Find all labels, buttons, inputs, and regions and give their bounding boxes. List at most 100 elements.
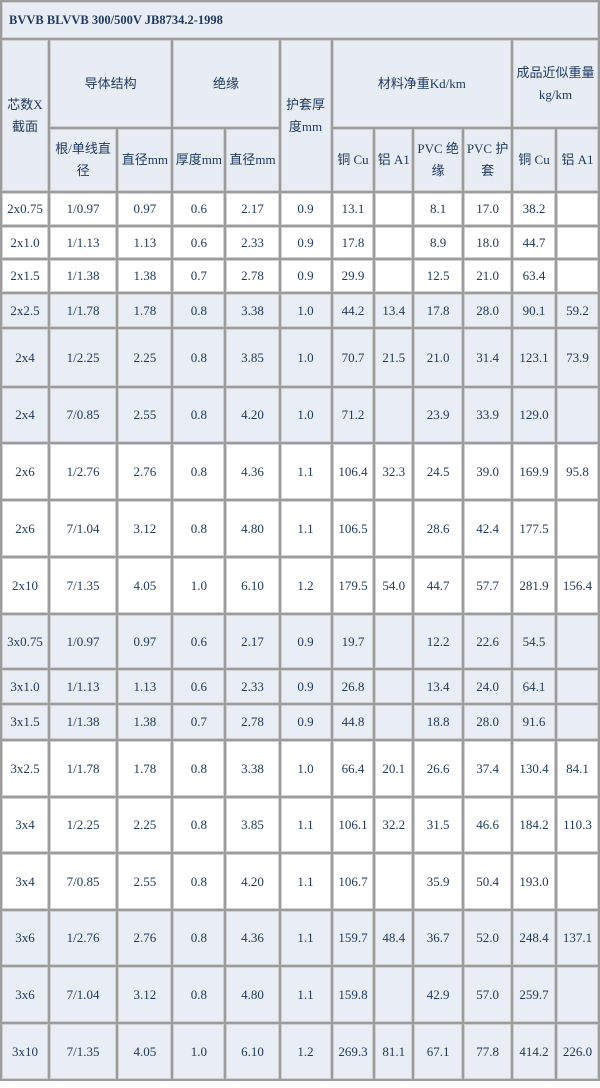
header-row-2: 根/单线直径 直径mm 厚度mm 直径mm 铜 Cu 铝 A1 PVC 绝缘 P… — [2, 129, 598, 191]
table-cell: 2x4 — [2, 388, 48, 442]
table-cell: 17.8 — [332, 227, 374, 258]
table-cell: 3x4 — [2, 798, 48, 852]
table-cell: 156.4 — [556, 558, 598, 613]
table-cell: 0.9 — [280, 193, 331, 225]
table-cell: 21.0 — [414, 329, 463, 386]
table-cell: 37.4 — [464, 741, 512, 796]
table-cell: 26.6 — [414, 741, 463, 796]
table-cell: 28.6 — [414, 501, 463, 556]
table-cell: 67.1 — [414, 1024, 463, 1079]
table-cell: 281.9 — [513, 558, 555, 613]
header-sheath: 护套厚度mm — [280, 40, 331, 191]
table-cell: 1.1 — [280, 854, 331, 909]
table-cell: 7/0.85 — [49, 388, 117, 442]
table-cell: 2.17 — [226, 193, 279, 225]
table-cell: 106.1 — [332, 798, 374, 852]
table-cell: 1.13 — [118, 670, 172, 703]
table-cell: 1.38 — [118, 260, 172, 292]
table-cell: 73.9 — [556, 329, 598, 386]
table-cell: 20.1 — [375, 741, 413, 796]
table-cell: 36.7 — [414, 911, 463, 965]
table-cell: 21.5 — [375, 329, 413, 386]
table-cell: 48.4 — [375, 911, 413, 965]
table-row: 2x4 1/2.25 2.25 0.8 3.85 1.0 70.7 21.5 21.0 31.4 1… — [2, 329, 598, 386]
table-cell: 1.78 — [118, 741, 172, 796]
table-cell: 106.4 — [332, 444, 374, 499]
table-cell: 4.05 — [118, 558, 172, 613]
table-cell — [556, 388, 598, 442]
table-row: 2x0.75 1/0.97 0.97 0.6 2.17 0.9 13.1 8.1 17.0 38.… — [2, 193, 598, 225]
table-cell: 2.55 — [118, 388, 172, 442]
table-cell: 13.4 — [375, 294, 413, 327]
table-cell: 3x1.0 — [2, 670, 48, 703]
table-cell: 17.8 — [414, 294, 463, 327]
table-cell: 81.1 — [375, 1024, 413, 1079]
table-cell: 1.1 — [280, 798, 331, 852]
table-cell: 0.8 — [173, 329, 225, 386]
table-cell: 1.0 — [173, 558, 225, 613]
table-cell: 39.0 — [464, 444, 512, 499]
table-row: 3x0.75 1/0.97 0.97 0.6 2.17 0.9 19.7 12.2 22.6 54… — [2, 615, 598, 668]
table-cell: 2.33 — [226, 670, 279, 703]
table-cell: 0.9 — [280, 670, 331, 703]
header-cores: 芯数X截面 — [2, 40, 48, 191]
header-approx-weight: 成品近似重量kg/km — [513, 40, 598, 127]
table-cell: 0.6 — [173, 615, 225, 668]
table-cell: 0.8 — [173, 854, 225, 909]
table-row: 3x4 1/2.25 2.25 0.8 3.85 1.1 106.1 32.2 31.5 46.6… — [2, 798, 598, 852]
table-cell: 4.80 — [226, 967, 279, 1022]
table-cell: 4.36 — [226, 444, 279, 499]
table-cell: 1.1 — [280, 501, 331, 556]
table-cell: 54.5 — [513, 615, 555, 668]
table-cell: 1.2 — [280, 1024, 331, 1079]
table-cell: 3x2.5 — [2, 741, 48, 796]
table-cell: 1.1 — [280, 967, 331, 1022]
header-ins-thick: 厚度mm — [173, 129, 225, 191]
table-cell: 2.25 — [118, 329, 172, 386]
table-cell: 1.0 — [280, 329, 331, 386]
table-cell: 2x2.5 — [2, 294, 48, 327]
table-cell: 226.0 — [556, 1024, 598, 1079]
table-row: 2x2.5 1/1.78 1.78 0.8 3.38 1.0 44.2 13.4 17.8 28.… — [2, 294, 598, 327]
header-cu: 铜 Cu — [332, 129, 374, 191]
table-cell: 1.0 — [280, 294, 331, 327]
table-cell: 18.8 — [414, 705, 463, 739]
header-material-weight: 材料净重Kd/km — [332, 40, 512, 127]
table-cell: 33.9 — [464, 388, 512, 442]
table-cell: 3.12 — [118, 967, 172, 1022]
table-cell: 2x4 — [2, 329, 48, 386]
table-cell: 2.55 — [118, 854, 172, 909]
table-cell: 18.0 — [464, 227, 512, 258]
table-cell — [556, 854, 598, 909]
table-cell: 22.6 — [464, 615, 512, 668]
table-cell: 3.38 — [226, 741, 279, 796]
table-cell: 77.8 — [464, 1024, 512, 1079]
table-cell: 1/2.76 — [49, 911, 117, 965]
table-cell: 31.4 — [464, 329, 512, 386]
table-cell: 90.1 — [513, 294, 555, 327]
table-cell: 4.20 — [226, 854, 279, 909]
table-cell: 42.9 — [414, 967, 463, 1022]
table-cell: 414.2 — [513, 1024, 555, 1079]
table-cell: 50.4 — [464, 854, 512, 909]
table-row: 3x2.5 1/1.78 1.78 0.8 3.38 1.0 66.4 20.1 26.6 37.… — [2, 741, 598, 796]
table-cell: 179.5 — [332, 558, 374, 613]
table-row: 2x6 7/1.04 3.12 0.8 4.80 1.1 106.5 28.6 42.4 177.… — [2, 501, 598, 556]
table-cell: 21.0 — [464, 260, 512, 292]
table-cell — [375, 967, 413, 1022]
title-row: BVVB BLVVB 300/500V JB8734.2-1998 — [2, 2, 598, 38]
table-cell: 193.0 — [513, 854, 555, 909]
table-cell: 71.2 — [332, 388, 374, 442]
table-cell: 17.0 — [464, 193, 512, 225]
table-cell: 1/1.38 — [49, 705, 117, 739]
table-cell: 0.6 — [173, 227, 225, 258]
table-cell: 19.7 — [332, 615, 374, 668]
table-cell: 54.0 — [375, 558, 413, 613]
table-cell: 57.0 — [464, 967, 512, 1022]
table-row: 3x4 7/0.85 2.55 0.8 4.20 1.1 106.7 35.9 50.4 193.… — [2, 854, 598, 909]
table-row: 2x1.5 1/1.38 1.38 0.7 2.78 0.9 29.9 12.5 21.0 63.… — [2, 260, 598, 292]
table-cell — [375, 260, 413, 292]
table-cell: 91.6 — [513, 705, 555, 739]
table-cell: 8.9 — [414, 227, 463, 258]
table-cell — [375, 670, 413, 703]
